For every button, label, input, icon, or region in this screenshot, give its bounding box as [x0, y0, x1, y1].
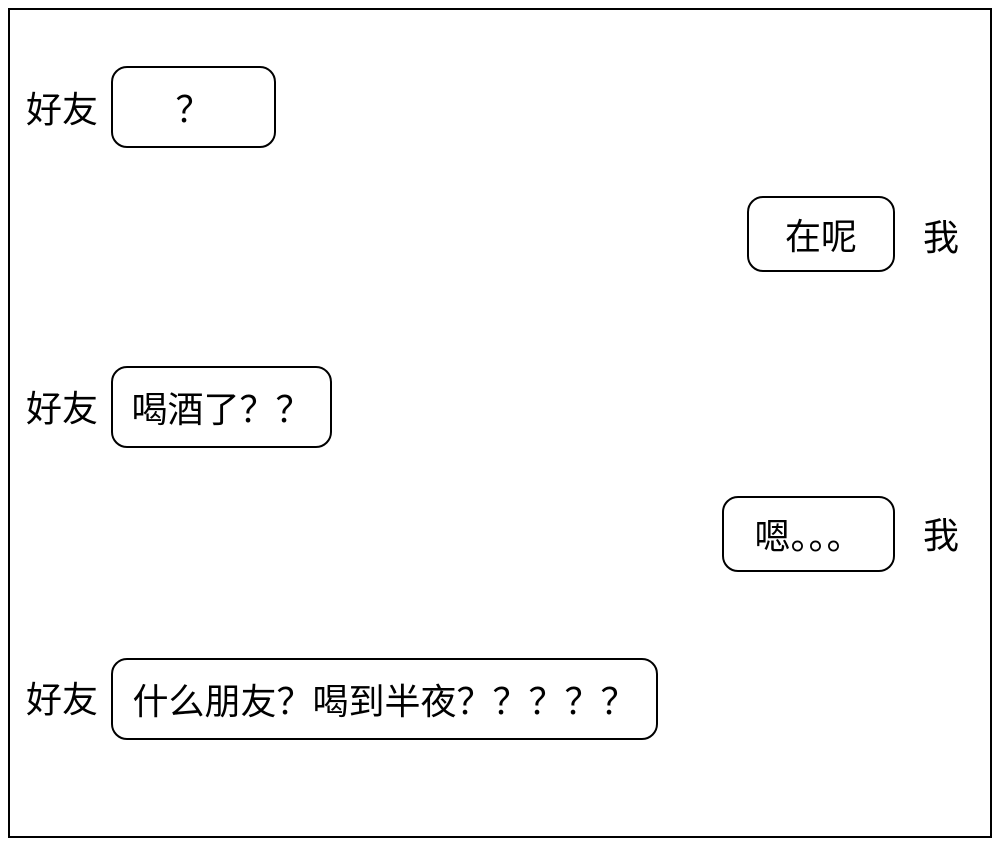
sender-label-friend: 好友 [26, 380, 98, 432]
message-text: 嗯。。。 [754, 508, 862, 560]
message-bubble: 喝酒了？？ [111, 366, 332, 448]
message-bubble: 什么朋友？喝到半夜？？？？？ [111, 658, 658, 740]
message-text: 什么朋友？喝到半夜？？？？？ [132, 673, 636, 725]
message-text: 喝酒了？？ [131, 381, 311, 433]
message-bubble: ？ [111, 66, 276, 148]
message-bubble: 在呢 [747, 196, 895, 272]
message-bubble: 嗯。。。 [722, 496, 895, 572]
sender-label-me: 我 [923, 507, 959, 559]
chat-canvas: 好友 ？ 在呢 我 好友 喝酒了？？ 嗯。。。 我 好友 什么朋友？喝到半夜？？… [0, 0, 1000, 845]
sender-label-friend: 好友 [26, 671, 98, 723]
sender-label-friend: 好友 [26, 81, 98, 133]
message-text: 在呢 [785, 208, 857, 260]
sender-label-me: 我 [923, 209, 959, 261]
message-text: ？ [175, 81, 211, 133]
